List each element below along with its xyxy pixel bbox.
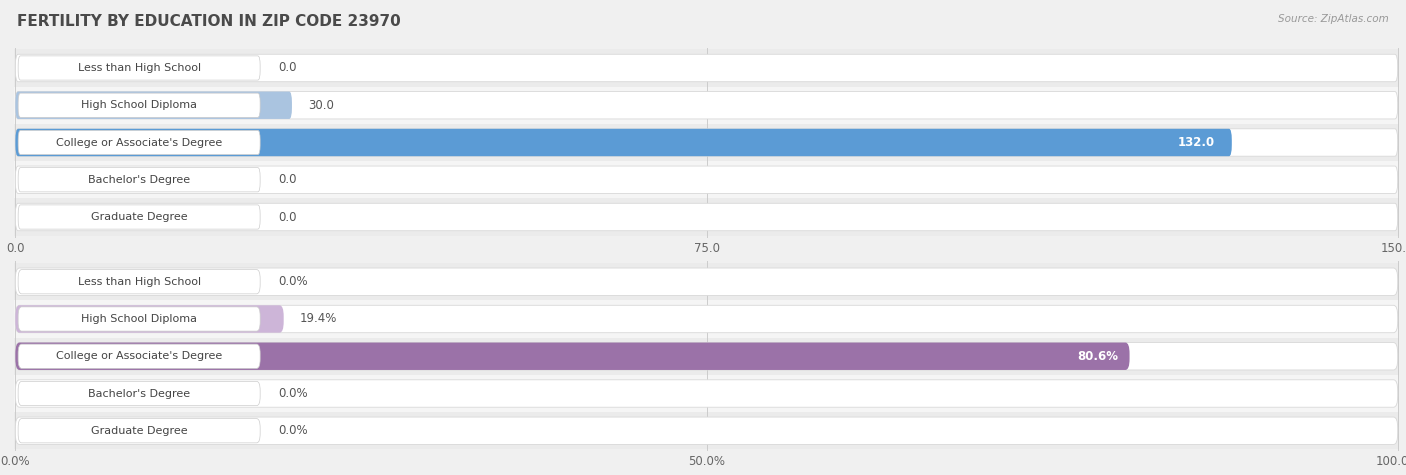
FancyBboxPatch shape (15, 166, 1398, 193)
FancyBboxPatch shape (15, 129, 1232, 156)
FancyBboxPatch shape (15, 129, 1398, 156)
FancyBboxPatch shape (15, 342, 1129, 370)
Bar (14, 199, 1399, 236)
Text: 0.0%: 0.0% (278, 387, 308, 400)
FancyBboxPatch shape (15, 305, 284, 332)
Text: Bachelor's Degree: Bachelor's Degree (89, 389, 190, 399)
FancyBboxPatch shape (18, 56, 260, 80)
Text: 132.0: 132.0 (1178, 136, 1215, 149)
FancyBboxPatch shape (18, 93, 260, 117)
Bar (14, 375, 1399, 412)
FancyBboxPatch shape (18, 307, 260, 331)
Text: High School Diploma: High School Diploma (82, 100, 197, 110)
Text: Bachelor's Degree: Bachelor's Degree (89, 175, 190, 185)
Text: FERTILITY BY EDUCATION IN ZIP CODE 23970: FERTILITY BY EDUCATION IN ZIP CODE 23970 (17, 14, 401, 29)
FancyBboxPatch shape (18, 205, 260, 229)
Bar (14, 300, 1399, 338)
Bar (14, 124, 1399, 161)
FancyBboxPatch shape (15, 203, 1398, 231)
Text: High School Diploma: High School Diploma (82, 314, 197, 324)
Bar (14, 49, 1399, 86)
FancyBboxPatch shape (18, 381, 260, 406)
FancyBboxPatch shape (18, 344, 260, 368)
FancyBboxPatch shape (18, 270, 260, 294)
Text: Source: ZipAtlas.com: Source: ZipAtlas.com (1278, 14, 1389, 24)
Text: 19.4%: 19.4% (299, 313, 337, 325)
FancyBboxPatch shape (15, 305, 1398, 332)
FancyBboxPatch shape (15, 417, 1398, 445)
FancyBboxPatch shape (15, 92, 1398, 119)
Bar (14, 412, 1399, 449)
Bar (14, 338, 1399, 375)
FancyBboxPatch shape (15, 342, 1398, 370)
FancyBboxPatch shape (18, 131, 260, 154)
Bar (14, 263, 1399, 300)
Text: Graduate Degree: Graduate Degree (91, 426, 187, 436)
Bar (14, 161, 1399, 199)
FancyBboxPatch shape (18, 418, 260, 443)
FancyBboxPatch shape (15, 380, 1398, 407)
FancyBboxPatch shape (15, 268, 1398, 295)
Text: 80.6%: 80.6% (1077, 350, 1118, 363)
Text: Graduate Degree: Graduate Degree (91, 212, 187, 222)
FancyBboxPatch shape (18, 168, 260, 192)
Text: 30.0: 30.0 (308, 99, 335, 112)
Text: 0.0: 0.0 (278, 61, 297, 75)
Text: Less than High School: Less than High School (77, 63, 201, 73)
Text: 0.0%: 0.0% (278, 424, 308, 437)
Text: College or Associate's Degree: College or Associate's Degree (56, 137, 222, 148)
Text: 0.0: 0.0 (278, 210, 297, 224)
Bar (14, 86, 1399, 124)
Text: Less than High School: Less than High School (77, 277, 201, 287)
FancyBboxPatch shape (15, 54, 1398, 82)
Text: 0.0: 0.0 (278, 173, 297, 186)
Text: 0.0%: 0.0% (278, 275, 308, 288)
Text: College or Associate's Degree: College or Associate's Degree (56, 351, 222, 361)
FancyBboxPatch shape (15, 92, 292, 119)
